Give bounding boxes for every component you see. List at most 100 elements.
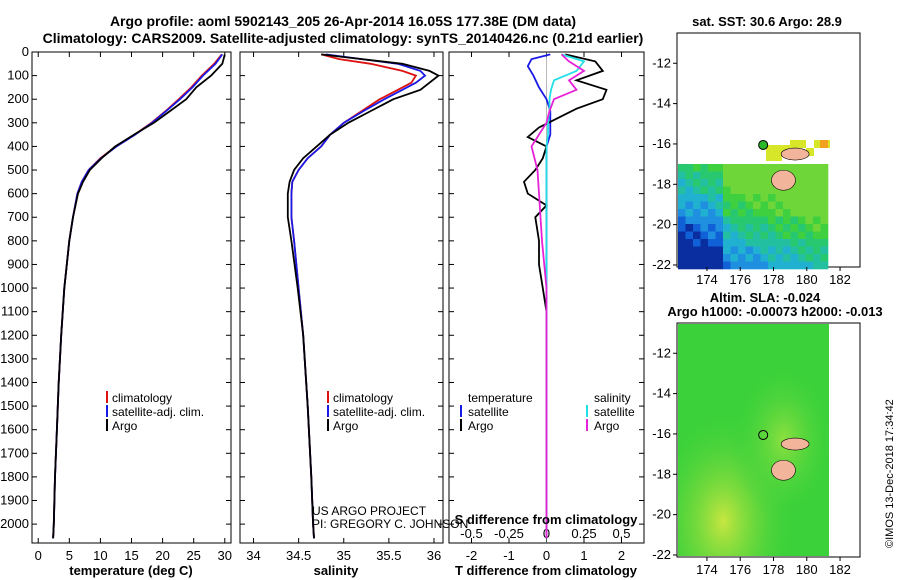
sst-cell bbox=[790, 239, 799, 247]
sst-cell bbox=[685, 216, 694, 225]
sst-cell bbox=[730, 179, 739, 187]
map-x-tick-label: 178 bbox=[763, 272, 785, 287]
map-y-tick-label: -14 bbox=[652, 386, 671, 401]
sst-cell bbox=[813, 246, 821, 255]
sst-cell bbox=[813, 239, 821, 247]
sst-cell bbox=[678, 209, 686, 217]
sst-cell bbox=[678, 201, 686, 210]
sst-cell bbox=[813, 194, 821, 202]
sst-cell bbox=[753, 216, 761, 225]
sst-cell bbox=[730, 254, 739, 262]
sst-island-viti-levu bbox=[771, 169, 796, 191]
title-line-1: Argo profile: aoml 5902143_205 26-Apr-20… bbox=[110, 13, 576, 29]
sst-cell bbox=[760, 246, 769, 255]
temperature-legend: climatology satellite-adj. clim. Argo bbox=[106, 391, 204, 433]
sst-cell bbox=[783, 201, 791, 210]
sst-cell bbox=[738, 261, 746, 270]
sst-cell bbox=[700, 164, 709, 172]
y-tick-label: 700 bbox=[7, 209, 29, 224]
y-tick-label: 2000 bbox=[0, 516, 29, 531]
sst-cell bbox=[685, 201, 694, 210]
sst-cell bbox=[775, 254, 784, 262]
x-tick-label: 5 bbox=[66, 548, 73, 563]
sst-cell bbox=[745, 254, 754, 262]
sst-cell bbox=[708, 246, 716, 255]
sst-cell bbox=[813, 224, 821, 232]
sst-cell bbox=[775, 201, 784, 210]
sst-cell bbox=[768, 231, 776, 240]
sst-cell bbox=[693, 171, 701, 180]
sst-cell bbox=[693, 254, 701, 262]
sla-map-ticks: 174 176 178 180 182 -12 -14 -16 -18 -20 -22 bbox=[652, 345, 851, 577]
sst-cell bbox=[700, 179, 709, 187]
sst-cell bbox=[813, 179, 821, 187]
sst-cell bbox=[790, 261, 799, 270]
sst-cell bbox=[738, 201, 746, 210]
sst-cell bbox=[693, 209, 701, 217]
sst-cell bbox=[798, 171, 806, 180]
sst-cell-warm bbox=[766, 145, 774, 153]
sst-cell bbox=[775, 164, 784, 172]
sst-cell bbox=[820, 231, 829, 240]
sst-cell bbox=[805, 209, 814, 217]
sst-cell bbox=[760, 186, 769, 195]
map-y-tick-label: -22 bbox=[652, 547, 671, 562]
series-line-t-argo bbox=[522, 53, 608, 539]
sst-cell bbox=[805, 261, 814, 270]
sst-cell bbox=[678, 186, 686, 195]
sst-cell bbox=[820, 201, 829, 210]
sst-cell bbox=[678, 216, 686, 225]
sst-cell bbox=[768, 194, 776, 202]
sst-cell bbox=[745, 216, 754, 225]
sst-cell bbox=[738, 254, 746, 262]
sst-cell bbox=[700, 216, 709, 225]
sst-cell bbox=[813, 201, 821, 210]
sst-cell bbox=[798, 194, 806, 202]
map-y-tick-label: -12 bbox=[652, 345, 671, 360]
sst-cell bbox=[760, 209, 769, 217]
sst-cell bbox=[753, 186, 761, 195]
sst-cell bbox=[685, 254, 694, 262]
sst-cell bbox=[783, 194, 791, 202]
sst-cell bbox=[783, 186, 791, 195]
sst-cell bbox=[753, 231, 761, 240]
sst-cell bbox=[723, 216, 731, 225]
sst-cell-warm bbox=[814, 140, 822, 148]
sst-cell bbox=[798, 186, 806, 195]
sst-cell bbox=[700, 209, 709, 217]
sst-cell bbox=[715, 171, 724, 180]
sst-cell bbox=[678, 179, 686, 187]
sst-cell bbox=[693, 164, 701, 172]
sst-cell bbox=[783, 246, 791, 255]
sst-cell bbox=[745, 171, 754, 180]
sst-cell bbox=[783, 261, 791, 270]
sla-map-title: Altim. SLA: -0.024 bbox=[710, 290, 821, 305]
sst-cell bbox=[760, 224, 769, 232]
sst-cell bbox=[715, 246, 724, 255]
sst-cell bbox=[760, 201, 769, 210]
legend-s-argo-label: Argo bbox=[594, 419, 620, 433]
sst-cell bbox=[798, 209, 806, 217]
sst-cell bbox=[783, 231, 791, 240]
sst-cell bbox=[730, 201, 739, 210]
sst-cell bbox=[805, 164, 814, 172]
map-y-tick-label: -18 bbox=[652, 176, 671, 191]
sst-cell bbox=[685, 186, 694, 195]
sst-cell bbox=[723, 209, 731, 217]
sst-cell bbox=[798, 246, 806, 255]
y-tick-label: 900 bbox=[7, 256, 29, 271]
sst-cell bbox=[685, 164, 694, 172]
sst-cell bbox=[760, 171, 769, 180]
sst-cell bbox=[715, 231, 724, 240]
sst-cell bbox=[715, 261, 724, 270]
sst-cell bbox=[700, 261, 709, 270]
sla-island-viti-levu bbox=[771, 459, 796, 481]
sst-cell bbox=[783, 164, 791, 172]
x-tick-label: 34.5 bbox=[286, 548, 311, 563]
y-tick-label: 1400 bbox=[0, 374, 29, 389]
sst-cell bbox=[723, 239, 731, 247]
sst-cell bbox=[820, 186, 829, 195]
sst-cell bbox=[813, 209, 821, 217]
sst-cell bbox=[678, 261, 686, 270]
sst-cell bbox=[700, 254, 709, 262]
